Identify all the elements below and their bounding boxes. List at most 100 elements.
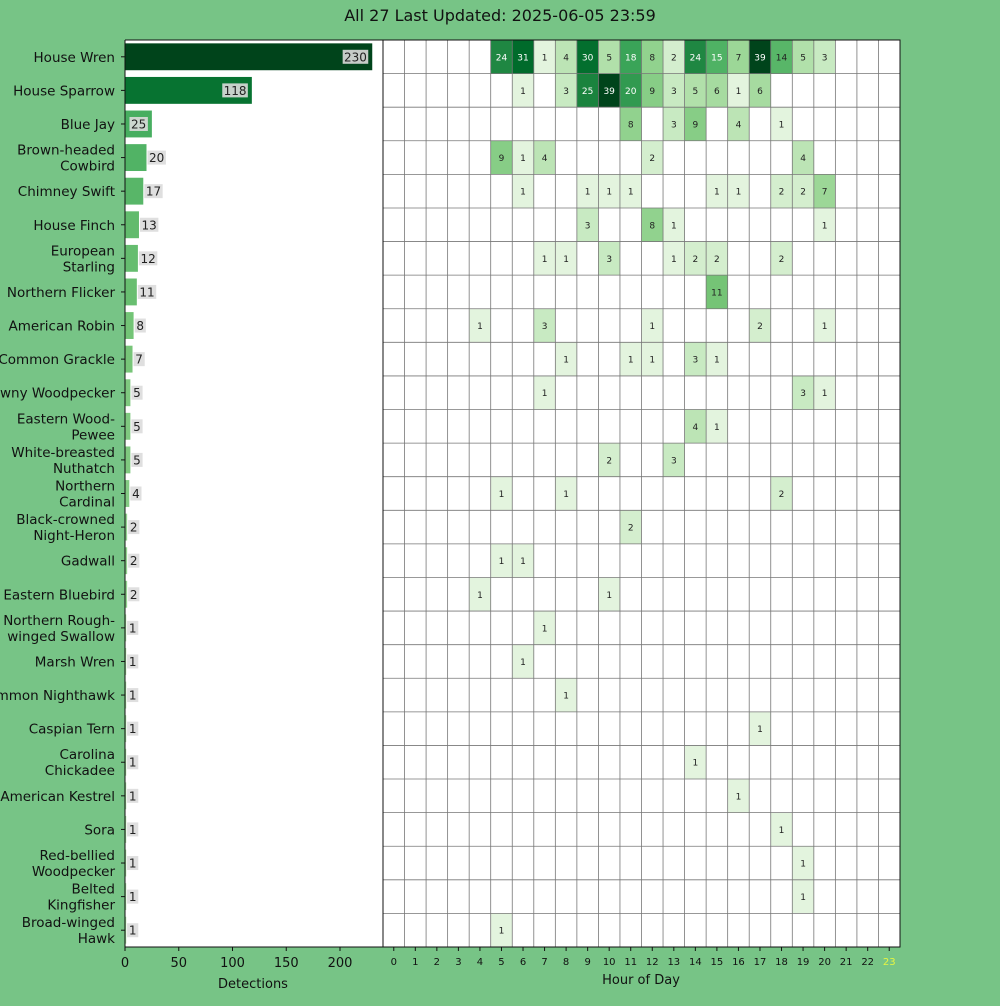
heatmap-cell xyxy=(641,73,664,108)
heatmap-cell xyxy=(490,40,513,74)
hour-tick-label: 20 xyxy=(818,957,831,968)
heatmap-cell-value: 4 xyxy=(563,53,569,63)
heatmap-cell xyxy=(706,275,728,309)
heatmap-cell xyxy=(490,140,513,175)
bar-value-label-bg xyxy=(127,721,139,736)
bar-value-label-bg xyxy=(127,923,139,938)
heatmap-cell xyxy=(619,40,642,74)
heatmap-cell xyxy=(533,40,556,74)
species-label: Northern Rough-winged Swallow xyxy=(3,613,115,645)
heatmap-cell xyxy=(663,207,685,242)
x-tick-label: 50 xyxy=(170,956,187,971)
heatmap-cell-value: 2 xyxy=(779,188,785,198)
heatmap-cell xyxy=(533,241,556,276)
bar xyxy=(125,480,130,507)
heatmap-cell-value: 5 xyxy=(692,87,698,97)
bar xyxy=(125,715,127,743)
heatmap-cell xyxy=(684,342,707,376)
heatmap-cell-value: 1 xyxy=(542,389,548,399)
heatmap-cell-value: 1 xyxy=(563,490,569,500)
heatmap-cell-value: 1 xyxy=(671,255,677,265)
bar xyxy=(125,547,128,575)
heatmap-cell-value: 1 xyxy=(606,188,612,198)
heatmap-cell xyxy=(619,174,642,208)
bar xyxy=(125,648,127,675)
heatmap-cell xyxy=(792,40,814,74)
heatmap-cell xyxy=(749,711,771,746)
heatmap-cell xyxy=(792,375,814,410)
bar xyxy=(125,748,127,776)
bar-value-label: 2 xyxy=(130,588,138,602)
bar-value-label-bg xyxy=(139,217,159,232)
bar-value-label: 118 xyxy=(224,84,247,98)
heatmap-cell-value: 1 xyxy=(628,356,634,366)
hour-tick-label: 2 xyxy=(434,957,440,968)
heatmap-cell xyxy=(706,174,728,208)
bar-value-label: 5 xyxy=(133,420,141,434)
bar-value-label-bg xyxy=(342,49,369,64)
bar xyxy=(125,345,133,373)
bar-value-label-bg xyxy=(138,251,158,266)
heatmap-cell-value: 1 xyxy=(563,692,569,702)
heatmap-cell-value: 9 xyxy=(692,120,698,130)
heatmap-cell-value: 2 xyxy=(649,154,655,164)
heatmap-cell-value: 1 xyxy=(822,322,828,332)
heatmap-cell-value: 9 xyxy=(649,87,655,97)
heatmap-cell xyxy=(490,543,513,578)
heatmap-cell-value: 3 xyxy=(671,87,677,97)
bar-value-label-bg xyxy=(127,889,139,904)
hour-tick-label: 19 xyxy=(797,957,810,968)
heatmap-cell-value: 3 xyxy=(585,221,591,231)
bar-value-label-bg xyxy=(144,184,163,199)
bar-value-label-bg xyxy=(129,116,148,131)
heatmap-cell-value: 11 xyxy=(711,288,722,298)
heatmap-cell-value: 3 xyxy=(822,53,828,63)
heatmap-cell-value: 2 xyxy=(628,524,634,534)
heatmap-cell xyxy=(512,140,534,175)
heatmap-cell xyxy=(727,107,750,141)
heatmap-cell xyxy=(792,846,814,880)
bar xyxy=(125,849,127,877)
heatmap-cell-value: 5 xyxy=(800,53,806,63)
species-label: House Finch xyxy=(33,218,115,234)
heatmap-cell-value: 1 xyxy=(779,826,785,836)
bar xyxy=(125,412,131,440)
heatmap-cell-value: 7 xyxy=(736,53,742,63)
bar xyxy=(125,580,128,608)
species-label: Downy Woodpecker xyxy=(0,386,115,402)
bar-value-label: 1 xyxy=(129,621,137,635)
heatmap-cell-value: 1 xyxy=(714,188,720,198)
species-label: Chimney Swift xyxy=(18,184,115,200)
heatmap-cell xyxy=(663,73,685,108)
bar xyxy=(125,278,137,306)
heatmap-cell xyxy=(598,577,620,612)
species-label: American Kestrel xyxy=(0,789,115,805)
chart-title: All 27 Last Updated: 2025-06-05 23:59 xyxy=(344,6,656,25)
bar-value-label: 5 xyxy=(133,386,141,400)
heatmap-cell xyxy=(512,40,534,74)
bar-value-label: 1 xyxy=(129,823,137,837)
heatmap-cell xyxy=(576,207,599,242)
heatmap-cell xyxy=(555,342,577,376)
species-label: Sora xyxy=(84,822,115,838)
heatmap-cell xyxy=(490,913,513,947)
hour-tick-label: 23 xyxy=(883,957,896,968)
heatmap-cell xyxy=(469,308,491,343)
bar-value-label: 2 xyxy=(130,554,138,568)
heatmap-cell xyxy=(813,40,836,74)
species-label: Black-crowned Night-Heron xyxy=(16,512,115,544)
species-label: House Sparrow xyxy=(13,83,115,99)
heatmap-cell xyxy=(641,207,664,242)
heatmap-cell xyxy=(770,812,793,847)
heatmap-cell-value: 1 xyxy=(520,658,526,668)
hour-tick-label: 16 xyxy=(732,957,745,968)
hour-tick-label: 12 xyxy=(646,957,659,968)
species-label: Blue Jay xyxy=(61,117,115,133)
bar-value-label-bg xyxy=(134,318,146,333)
heatmap-cell-value: 31 xyxy=(517,53,528,63)
species-label: Eastern Wood-Pewee xyxy=(17,411,115,443)
heatmap-cell xyxy=(533,140,556,175)
heatmap-cell xyxy=(619,510,642,544)
bar xyxy=(125,446,131,474)
